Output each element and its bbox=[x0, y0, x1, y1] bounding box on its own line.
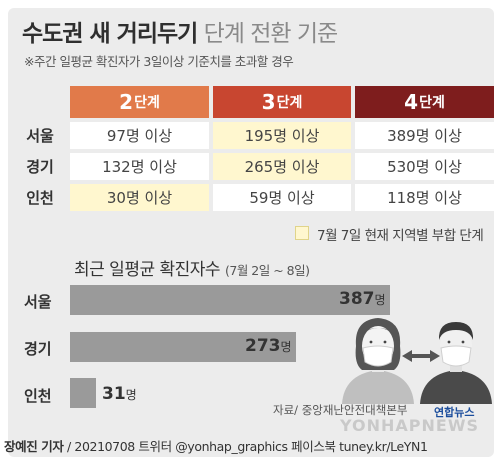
header-level-3-unit: 단계 bbox=[276, 95, 303, 111]
title-bold: 수도권 새 거리두기 bbox=[22, 21, 198, 47]
cell-incheon-level-4: 118명 이상 bbox=[355, 184, 494, 211]
woman-figure bbox=[342, 318, 414, 404]
bar-chart-title: 최근 일평균 확진자수 (7월 2일 ~ 8일) bbox=[74, 255, 310, 280]
infographic-title: 수도권 새 거리두기 단계 전환 기준 bbox=[22, 14, 339, 48]
bar-value-seoul-unit: 명 bbox=[374, 293, 386, 307]
swap-arrows-icon bbox=[402, 350, 440, 362]
cell-seoul-level-2: 97명 이상 bbox=[70, 122, 209, 149]
bar-label-gyeonggi: 경기 bbox=[24, 340, 52, 358]
bar-value-gyeonggi: 273명 bbox=[245, 336, 292, 356]
bar-value-seoul: 387명 bbox=[339, 289, 386, 309]
cell-incheon-level-2: 30명 이상 bbox=[70, 184, 209, 211]
bar-chart-title-main: 최근 일평균 확진자수 bbox=[74, 260, 221, 280]
row-label-incheon: 인천 bbox=[26, 189, 54, 207]
header-level-4-unit: 단계 bbox=[419, 95, 445, 111]
bar-gyeonggi bbox=[70, 332, 296, 362]
header-level-3: 3 단계 bbox=[213, 86, 351, 118]
data-source: 자료/ 중앙재난안전대책본부 bbox=[273, 403, 408, 417]
bar-chart-period: (7월 2일 ~ 8일) bbox=[224, 263, 310, 278]
row-label-gyeonggi: 경기 bbox=[26, 158, 54, 176]
yonhap-logo: 연합뉴스 bbox=[434, 406, 475, 419]
title-light: 단계 전환 기준 bbox=[203, 21, 339, 47]
masked-people-illustration bbox=[342, 318, 492, 404]
bar-value-gyeonggi-unit: 명 bbox=[280, 340, 292, 354]
bar-value-incheon-unit: 명 bbox=[125, 388, 137, 402]
cell-gyeonggi-level-4: 530명 이상 bbox=[355, 153, 494, 180]
bar-seoul bbox=[70, 285, 390, 315]
cell-incheon-level-3: 59명 이상 bbox=[213, 184, 351, 211]
bar-incheon bbox=[70, 378, 96, 408]
footer-info: / 20210708 트위터 @yonhap_graphics 페이스북 tun… bbox=[63, 439, 428, 454]
bar-value-incheon-num: 31 bbox=[102, 384, 126, 404]
footer-author: 장예진 기자 bbox=[4, 439, 64, 454]
bar-value-seoul-num: 387 bbox=[339, 289, 375, 309]
watermark: YONHAPNEWS bbox=[340, 416, 479, 435]
header-level-2: 2 단계 bbox=[70, 86, 209, 118]
bar-value-gyeonggi-num: 273 bbox=[245, 336, 281, 356]
header-level-4-num: 4 bbox=[404, 90, 419, 114]
man-figure bbox=[420, 322, 492, 404]
row-label-seoul: 서울 bbox=[26, 127, 54, 145]
legend-label: 7월 7일 현재 지역별 부합 단계 bbox=[317, 228, 484, 244]
header-level-4: 4 단계 bbox=[355, 86, 494, 118]
cell-gyeonggi-level-2: 132명 이상 bbox=[70, 153, 209, 180]
credit-footer: 장예진 기자 / 20210708 트위터 @yonhap_graphics 페… bbox=[4, 436, 428, 455]
bar-label-seoul: 서울 bbox=[24, 293, 52, 311]
legend-swatch bbox=[295, 226, 309, 240]
cell-seoul-level-3: 195명 이상 bbox=[213, 122, 351, 149]
header-level-2-num: 2 bbox=[119, 90, 134, 114]
bar-value-incheon: 31명 bbox=[102, 384, 137, 404]
bar-label-incheon: 인천 bbox=[24, 387, 52, 405]
cell-gyeonggi-level-3: 265명 이상 bbox=[213, 153, 351, 180]
criteria-note: ※주간 일평균 확진자가 3일이상 기준치를 초과할 경우 bbox=[24, 54, 294, 69]
cell-seoul-level-4: 389명 이상 bbox=[355, 122, 494, 149]
header-level-3-num: 3 bbox=[261, 90, 276, 114]
header-level-2-unit: 단계 bbox=[134, 95, 160, 111]
